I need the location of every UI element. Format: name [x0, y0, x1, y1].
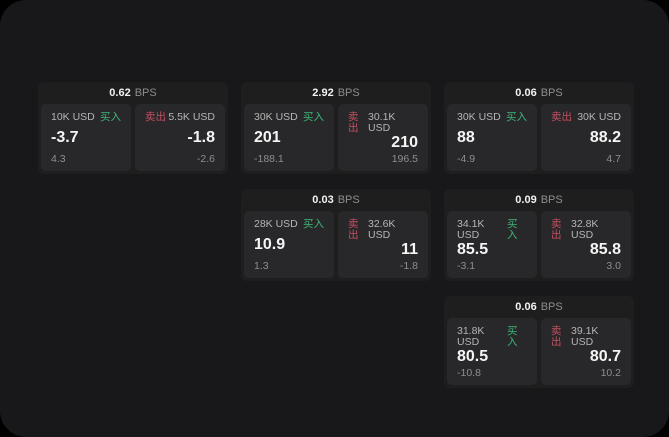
quote-card: 0.03 BPS 28K USD 买入 10.9 1.3 卖出 32.6K US… — [241, 189, 431, 281]
buy-panel[interactable]: 31.8K USD 买入 80.5 -10.8 — [447, 318, 537, 385]
bps-value: 0.06 — [515, 86, 537, 99]
buy-tag-label: 买入 — [303, 111, 324, 123]
buy-size-label: 31.8K USD — [457, 325, 485, 348]
bps-value: 0.09 — [515, 193, 537, 206]
sell-size-label: 32.8K USD — [570, 218, 599, 241]
quote-panels: 34.1K USD 买入 85.5 -3.1 卖出 32.8K USD 85.8… — [447, 211, 631, 278]
sell-panel[interactable]: 卖出 32.6K USD 11 -1.8 — [338, 211, 428, 278]
sell-tag-label: 卖出 — [551, 218, 562, 241]
quote-card: 0.62 BPS 10K USD 买入 -3.7 4.3 卖出 5.5K USD — [38, 82, 228, 174]
card-header: 0.06 BPS — [447, 82, 631, 104]
buy-sub-value: 4.3 — [51, 152, 66, 165]
card-header: 0.09 BPS — [447, 189, 631, 211]
buy-tag-label: 买入 — [100, 111, 121, 123]
sell-sub-value: 196.5 — [391, 152, 418, 165]
quote-card: 0.09 BPS 34.1K USD 买入 85.5 -3.1 卖出 32.8K… — [444, 189, 634, 281]
bps-value: 0.06 — [515, 300, 537, 313]
card-header: 2.92 BPS — [244, 82, 428, 104]
buy-price-value: 10.9 — [254, 236, 286, 253]
bps-unit-label: BPS — [540, 300, 563, 313]
bps-unit-label: BPS — [337, 193, 360, 206]
buy-panel[interactable]: 10K USD 买入 -3.7 4.3 — [41, 104, 131, 171]
quote-panels: 10K USD 买入 -3.7 4.3 卖出 5.5K USD -1.8 -2.… — [41, 104, 225, 171]
buy-sub-value: -3.1 — [457, 259, 476, 272]
sell-price-value: 80.7 — [589, 348, 621, 366]
buy-sub-value: -4.9 — [457, 152, 476, 165]
buy-sub-value: -10.8 — [457, 366, 481, 379]
sell-price-value: 88.2 — [589, 129, 621, 146]
buy-panel[interactable]: 34.1K USD 买入 85.5 -3.1 — [447, 211, 537, 278]
sell-size-label: 30K USD — [577, 111, 621, 123]
bps-unit-label: BPS — [540, 86, 563, 99]
quote-panels: 31.8K USD 买入 80.5 -10.8 卖出 39.1K USD 80.… — [447, 318, 631, 385]
buy-panel[interactable]: 30K USD 买入 88 -4.9 — [447, 104, 537, 171]
buy-tag-label: 买入 — [507, 218, 518, 241]
sell-size-label: 32.6K USD — [367, 218, 396, 241]
bps-value: 0.03 — [312, 193, 334, 206]
buy-size-label: 30K USD — [457, 111, 501, 123]
bps-unit-label: BPS — [134, 86, 157, 99]
bps-unit-label: BPS — [337, 86, 360, 99]
quote-panels: 28K USD 买入 10.9 1.3 卖出 32.6K USD 11 -1.8 — [244, 211, 428, 278]
sell-tag-label: 卖出 — [551, 325, 562, 348]
buy-size-label: 28K USD — [254, 218, 298, 230]
buy-price-value: 80.5 — [457, 348, 489, 366]
sell-panel[interactable]: 卖出 32.8K USD 85.8 3.0 — [541, 211, 631, 278]
sell-size-label: 39.1K USD — [570, 325, 599, 348]
buy-sub-value: -188.1 — [254, 152, 284, 165]
sell-panel[interactable]: 卖出 30.1K USD 210 196.5 — [338, 104, 428, 171]
sell-panel[interactable]: 卖出 39.1K USD 80.7 10.2 — [541, 318, 631, 385]
sell-sub-value: 4.7 — [606, 152, 621, 165]
buy-panel[interactable]: 28K USD 买入 10.9 1.3 — [244, 211, 334, 278]
sell-sub-value: 3.0 — [606, 259, 621, 272]
sell-sub-value: -2.6 — [196, 152, 215, 165]
bps-value: 2.92 — [312, 86, 334, 99]
buy-tag-label: 买入 — [507, 325, 518, 348]
sell-sub-value: -1.8 — [399, 259, 418, 272]
buy-size-label: 10K USD — [51, 111, 95, 123]
quote-grid: 0.62 BPS 10K USD 买入 -3.7 4.3 卖出 5.5K USD — [38, 82, 634, 388]
sell-size-label: 5.5K USD — [168, 111, 215, 123]
sell-sub-value: 10.2 — [600, 366, 621, 379]
sell-tag-label: 卖出 — [348, 218, 359, 241]
bps-value: 0.62 — [109, 86, 131, 99]
sell-size-label: 30.1K USD — [367, 111, 396, 134]
sell-tag-label: 卖出 — [551, 111, 572, 123]
sell-price-value: 85.8 — [589, 241, 621, 259]
sell-price-value: 210 — [391, 134, 418, 152]
quote-panels: 30K USD 买入 201 -188.1 卖出 30.1K USD 210 1… — [244, 104, 428, 171]
sell-panel[interactable]: 卖出 30K USD 88.2 4.7 — [541, 104, 631, 171]
sell-tag-label: 卖出 — [348, 111, 359, 134]
sell-price-value: 11 — [401, 241, 418, 259]
buy-price-value: 88 — [457, 129, 475, 146]
quote-card: 0.06 BPS 30K USD 买入 88 -4.9 卖出 30K USD — [444, 82, 634, 174]
quote-card: 0.06 BPS 31.8K USD 买入 80.5 -10.8 卖出 39.1… — [444, 296, 634, 388]
sell-tag-label: 卖出 — [145, 111, 166, 123]
sell-price-value: -1.8 — [187, 129, 215, 146]
sell-panel[interactable]: 卖出 5.5K USD -1.8 -2.6 — [135, 104, 225, 171]
quote-card: 2.92 BPS 30K USD 买入 201 -188.1 卖出 30.1K … — [241, 82, 431, 174]
card-header: 0.62 BPS — [41, 82, 225, 104]
buy-tag-label: 买入 — [303, 218, 324, 230]
buy-sub-value: 1.3 — [254, 259, 269, 272]
buy-panel[interactable]: 30K USD 买入 201 -188.1 — [244, 104, 334, 171]
buy-size-label: 30K USD — [254, 111, 298, 123]
card-header: 0.03 BPS — [244, 189, 428, 211]
card-header: 0.06 BPS — [447, 296, 631, 318]
quote-panels: 30K USD 买入 88 -4.9 卖出 30K USD 88.2 4.7 — [447, 104, 631, 171]
buy-price-value: -3.7 — [51, 129, 79, 146]
buy-size-label: 34.1K USD — [457, 218, 485, 241]
buy-tag-label: 买入 — [506, 111, 527, 123]
buy-price-value: 201 — [254, 129, 281, 146]
buy-price-value: 85.5 — [457, 241, 489, 259]
bps-unit-label: BPS — [540, 193, 563, 206]
